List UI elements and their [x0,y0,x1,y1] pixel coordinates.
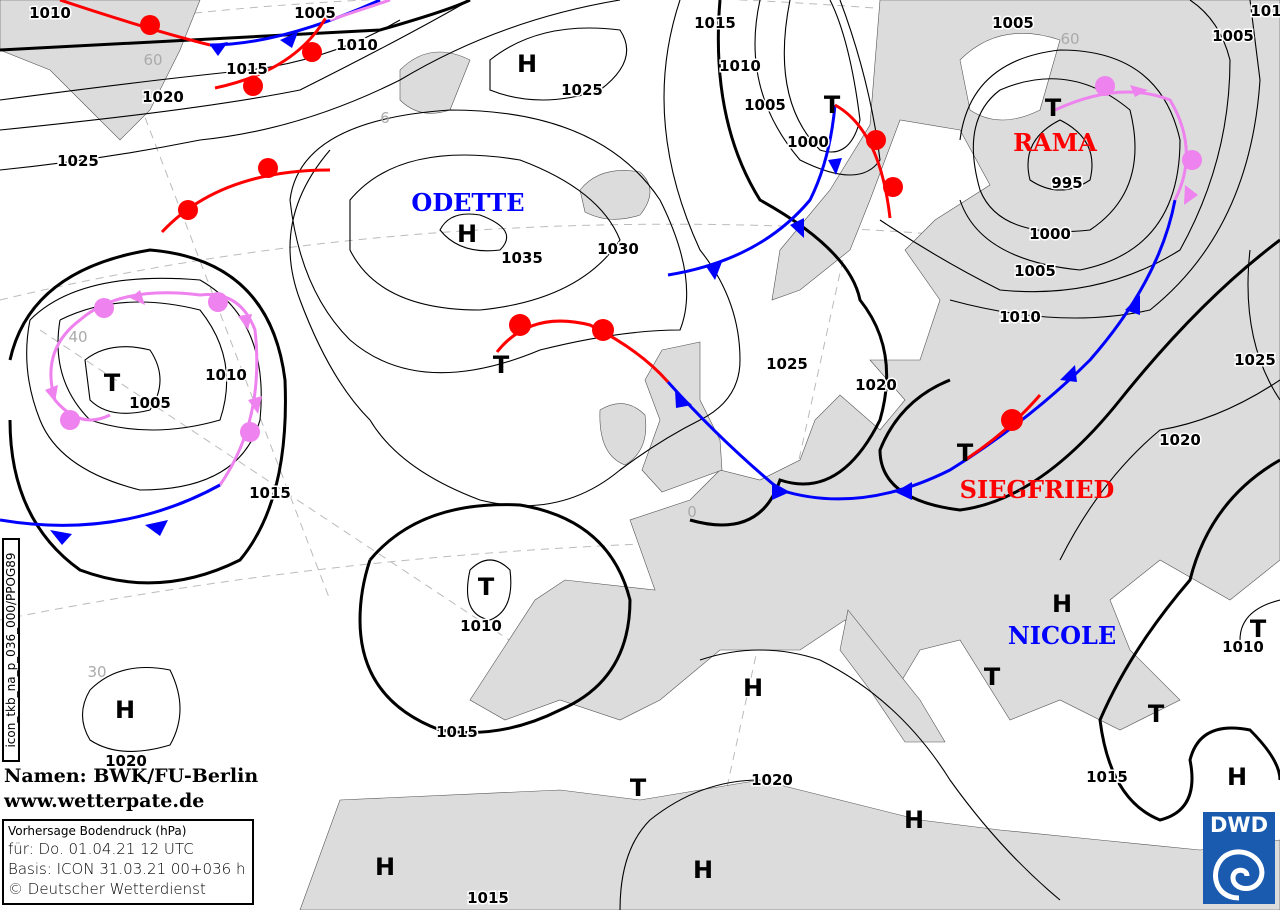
svg-text:1030: 1030 [597,240,639,258]
warm-front [214,9,332,90]
svg-text:1010: 1010 [336,36,378,54]
info-valid-time: für: Do. 01.04.21 12 UTC [8,840,194,858]
occlusion [329,0,391,22]
svg-text:995: 995 [1051,174,1082,192]
svg-text:T: T [1250,615,1267,643]
info-copyright: © Deutscher Wetterdienst [8,880,206,898]
name-rama: RAMA [1013,128,1097,157]
svg-text:1035: 1035 [501,249,543,267]
name-siegfried: SIEGFRIED [960,475,1115,504]
swirl-icon [1213,849,1265,901]
svg-text:H: H [457,220,477,248]
fronts [0,0,1202,545]
info-box: Vorhersage Bodendruck (hPa) für: Do. 01.… [2,819,254,905]
svg-text:T: T [984,663,1001,691]
svg-text:T: T [824,91,841,119]
svg-text:T: T [104,369,121,397]
svg-text:40: 40 [68,328,87,346]
svg-text:T: T [630,774,647,802]
info-basis: Basis: ICON 31.03.21 00+036 h [8,860,246,878]
svg-text:1005: 1005 [294,4,336,22]
naming-credit: Namen: BWK/FU-Berlin www.wetterpate.de [4,764,258,814]
svg-text:60: 60 [1060,30,1079,48]
system-names: ODETTE RAMA SIEGFRIED NICOLE [411,128,1116,650]
svg-text:1025: 1025 [561,81,603,99]
svg-text:101: 101 [1250,2,1280,20]
credit-names: Namen: BWK/FU-Berlin [4,765,259,787]
ireland [599,403,647,466]
occlusion [1054,90,1188,201]
svg-text:H: H [517,50,537,78]
svg-text:1020: 1020 [855,376,897,394]
cold-front [0,483,221,527]
africa [299,779,1280,910]
svg-text:1010: 1010 [29,4,71,22]
svg-text:1005: 1005 [992,14,1034,32]
svg-text:0: 0 [687,503,697,521]
svg-text:1005: 1005 [1212,27,1254,45]
svg-text:H: H [904,806,924,834]
grid-labels: 60 6 40 0 30 60 [68,30,1079,681]
svg-text:H: H [1052,590,1072,618]
svg-text:T: T [957,439,974,467]
svg-text:1010: 1010 [1222,638,1264,656]
svg-text:T: T [478,573,495,601]
dwd-logo-text: DWD [1209,813,1269,837]
svg-text:1015: 1015 [249,484,291,502]
isobar-labels: 1010 1005 1010 1015 1020 1025 1025 1015 … [28,1,1280,909]
svg-text:1015: 1015 [1086,768,1128,786]
svg-text:1015: 1015 [226,60,268,78]
svg-text:1005: 1005 [744,96,786,114]
svg-text:1015: 1015 [436,723,478,741]
product-code-box: icon_tkb_na_p_036_000/PPOG89 [2,538,20,762]
eurasia [469,0,1280,731]
name-odette: ODETTE [411,188,524,217]
name-nicole: NICOLE [1008,621,1116,650]
svg-text:60: 60 [143,51,162,69]
svg-text:1010: 1010 [460,617,502,635]
svg-text:H: H [1227,763,1247,791]
svg-text:1020: 1020 [751,771,793,789]
svg-text:H: H [743,674,763,702]
great-britain [641,341,723,493]
dwd-logo: DWD [1203,812,1275,904]
svalbard [399,51,471,114]
warm-front [160,168,331,234]
low-pressure-centers: T T T T T T T T T T [104,91,1267,802]
svg-text:1000: 1000 [787,133,829,151]
svg-text:1015: 1015 [467,889,509,907]
credit-url: www.wetterpate.de [4,790,205,812]
svg-text:T: T [1148,700,1165,728]
svg-text:1010: 1010 [719,57,761,75]
svg-text:1020: 1020 [105,752,147,770]
product-code: icon_tkb_na_p_036_000/PPOG89 [4,552,18,748]
svg-text:1000: 1000 [1029,225,1071,243]
svg-text:1020: 1020 [1159,431,1201,449]
italy [839,609,946,743]
svg-text:1015: 1015 [694,14,736,32]
svg-text:1010: 1010 [205,366,247,384]
svg-text:T: T [493,351,510,379]
info-title: Vorhersage Bodendruck (hPa) [8,824,187,838]
svg-text:30: 30 [87,663,106,681]
svg-text:6: 6 [380,109,390,127]
iceland [579,170,651,220]
svg-text:T: T [1045,94,1062,122]
svg-text:1010: 1010 [999,308,1041,326]
high-pressure-centers: H H H H H H H H H [115,50,1247,884]
svg-text:1020: 1020 [142,88,184,106]
svg-text:H: H [375,853,395,881]
svg-text:1005: 1005 [1014,262,1056,280]
svg-text:H: H [693,856,713,884]
svg-text:1005: 1005 [129,394,171,412]
svg-text:1025: 1025 [766,355,808,373]
svg-text:H: H [115,696,135,724]
svg-text:1025: 1025 [1234,351,1276,369]
svg-text:1025: 1025 [57,152,99,170]
